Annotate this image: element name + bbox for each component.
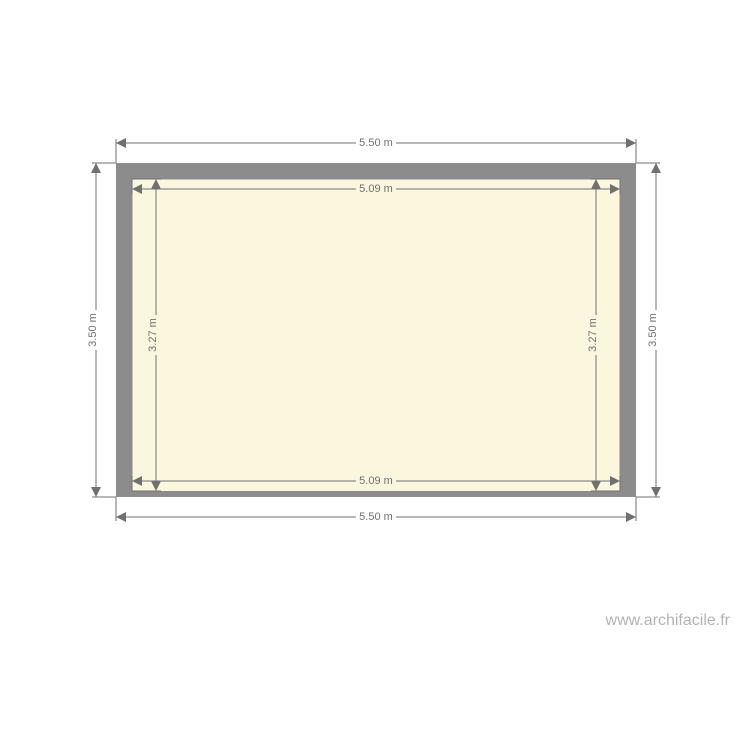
dim-outer-top-label: 5.50 m bbox=[359, 137, 393, 149]
inner-room bbox=[132, 179, 620, 491]
dim-inner-bottom-label: 5.09 m bbox=[359, 475, 393, 487]
dim-inner-top-label: 5.09 m bbox=[359, 183, 393, 195]
dim-outer-left-label: 3.50 m bbox=[87, 313, 99, 347]
dim-outer-right-label: 3.50 m bbox=[647, 313, 659, 347]
dim-outer-bottom: 5.50 m bbox=[116, 497, 636, 523]
watermark: www.archifacile.fr bbox=[606, 612, 730, 630]
dim-inner-right-label: 3.27 m bbox=[587, 318, 599, 352]
floorplan-canvas: 5.50 m 5.50 m 3.50 m 3.50 m bbox=[0, 0, 750, 750]
dim-outer-top: 5.50 m bbox=[116, 135, 636, 163]
dim-inner-left-label: 3.27 m bbox=[147, 318, 159, 352]
dim-outer-left: 3.50 m bbox=[87, 163, 116, 497]
floorplan-svg: 5.50 m 5.50 m 3.50 m 3.50 m bbox=[0, 0, 750, 750]
dim-outer-right: 3.50 m bbox=[636, 163, 662, 497]
dim-outer-bottom-label: 5.50 m bbox=[359, 511, 393, 523]
